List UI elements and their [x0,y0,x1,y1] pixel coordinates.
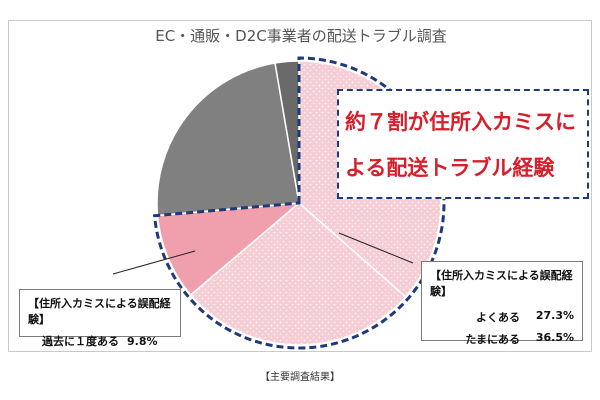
callout-right-row-often: よくある 27.3% [430,309,574,325]
callout-right-row-sometimes: たまにある 36.5% [430,331,574,347]
callout-left-label: 過去に１度ある [42,335,119,348]
callout-left-row: 過去に１度ある 9.8% [28,333,172,349]
chart-title: EC・通販・D2C事業者の配送トラブル調査 [155,27,447,45]
pie-slice-3 [156,62,300,217]
pie-slice-2 [156,202,302,296]
callout-left-value: 9.8% [127,335,158,348]
headline-box: 約７割が住所入カミスに よる配送トラブル経験 [337,89,589,199]
chart-frame: EC・通販・D2C事業者の配送トラブル調査 約７割が住所入カミスに よる配送トラ… [8,20,592,352]
leader-line-right [338,232,414,264]
callout-right-value-sometimes: 36.5% [535,331,574,344]
callout-right-value-often: 27.3% [535,309,574,322]
callout-left: 【住所入カミスによる誤配経験】 過去に１度ある 9.8% [19,289,181,348]
leader-line-left [112,250,196,275]
pie-slice-4 [274,60,300,204]
callout-left-header: 【住所入カミスによる誤配経験】 [28,297,171,326]
headline-line-2: よる配送トラブル経験 [345,156,555,180]
callout-right: 【住所入カミスによる誤配経験】 よくある 27.3% たまにある 36.5% [421,261,583,346]
pie-slice-1 [189,202,407,346]
callout-right-label-sometimes: たまにある [465,333,520,346]
headline-line-1: 約７割が住所入カミスに [345,110,576,134]
callout-right-label-often: よくある [476,311,520,324]
callout-right-header: 【住所入カミスによる誤配経験】 [430,269,573,298]
figure-caption: 【主要調査結果】 [260,372,340,383]
